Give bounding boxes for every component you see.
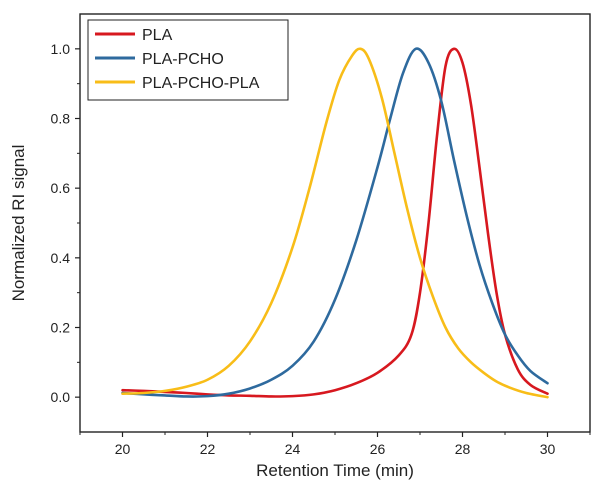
- x-tick-label: 28: [455, 441, 471, 457]
- x-tick-label: 20: [115, 441, 131, 457]
- series-layer: [121, 47, 549, 399]
- y-tick-label: 0.4: [51, 250, 71, 266]
- series-line-pla-pcho: [121, 47, 549, 398]
- y-tick-label: 0.6: [51, 180, 71, 196]
- x-axis-label: Retention Time (min): [256, 461, 414, 480]
- x-tick-label: 24: [285, 441, 301, 457]
- y-axis-label: Normalized RI signal: [9, 145, 28, 302]
- x-axis-ticks: 20 22 24 26 28 30: [79, 432, 591, 457]
- legend-label-pla-pcho: PLA-PCHO: [142, 51, 224, 68]
- legend-label-pla-pcho-pla: PLA-PCHO-PLA: [142, 75, 260, 92]
- x-tick-label: 22: [200, 441, 216, 457]
- y-tick-label: 0.8: [51, 111, 71, 127]
- legend-label-pla: PLA: [142, 27, 173, 44]
- x-tick-label: 30: [540, 441, 556, 457]
- y-tick-label: 1.0: [51, 41, 71, 57]
- legend: PLA PLA-PCHO PLA-PCHO-PLA: [87, 19, 289, 101]
- y-tick-label: 0.0: [51, 389, 71, 405]
- x-tick-label: 26: [370, 441, 386, 457]
- y-axis-ticks: 0.0 0.2 0.4 0.6 0.8 1.0: [51, 41, 80, 405]
- series-line-pla-pcho-pla: [121, 47, 549, 399]
- series-line-pla: [121, 47, 549, 398]
- y-tick-label: 0.2: [51, 320, 71, 336]
